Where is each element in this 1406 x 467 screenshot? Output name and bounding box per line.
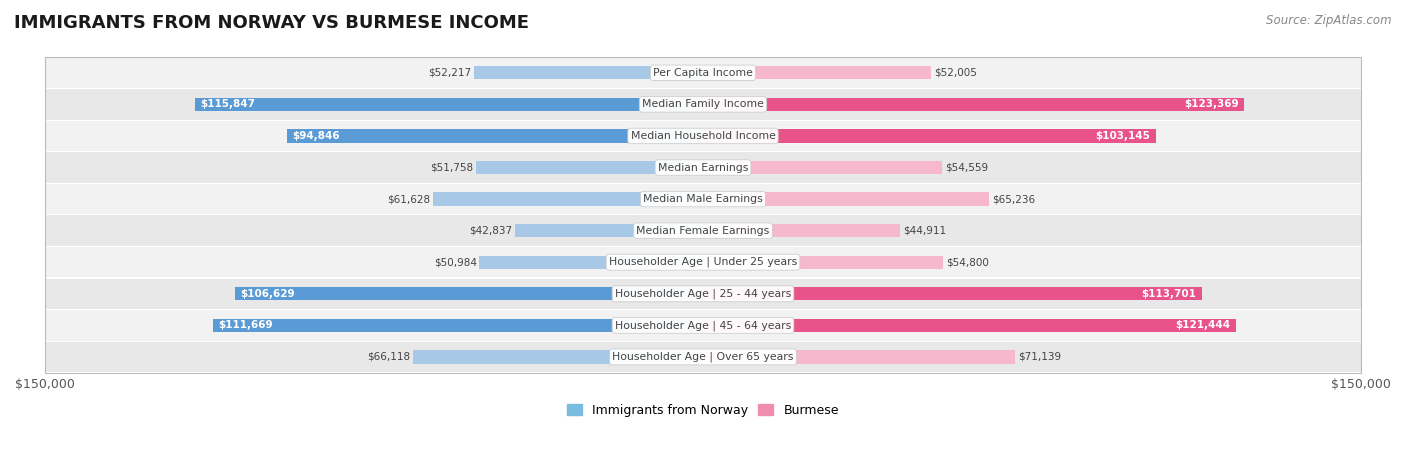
Bar — [413, 350, 703, 363]
Text: $115,847: $115,847 — [200, 99, 254, 109]
Bar — [703, 98, 1244, 111]
Bar — [703, 350, 1015, 363]
Bar — [45, 120, 1361, 151]
Text: $123,369: $123,369 — [1184, 99, 1239, 109]
Bar — [703, 224, 900, 237]
Bar — [703, 161, 942, 174]
Bar — [477, 161, 703, 174]
Text: $66,118: $66,118 — [367, 352, 411, 362]
Text: $54,800: $54,800 — [946, 257, 988, 267]
Bar — [45, 342, 1361, 372]
Bar — [703, 66, 931, 79]
Bar — [703, 318, 1236, 332]
Bar — [479, 255, 703, 269]
Bar — [474, 66, 703, 79]
Bar — [287, 129, 703, 142]
Text: $51,758: $51,758 — [430, 163, 474, 172]
Bar — [703, 129, 1156, 142]
Text: $94,846: $94,846 — [292, 131, 340, 141]
Text: Median Family Income: Median Family Income — [643, 99, 763, 109]
Bar — [45, 310, 1361, 340]
Text: Median Earnings: Median Earnings — [658, 163, 748, 172]
Text: $52,005: $52,005 — [934, 68, 977, 78]
Text: Householder Age | 25 - 44 years: Householder Age | 25 - 44 years — [614, 289, 792, 299]
Bar — [45, 215, 1361, 246]
Bar — [45, 152, 1361, 183]
Bar — [235, 287, 703, 300]
Text: IMMIGRANTS FROM NORWAY VS BURMESE INCOME: IMMIGRANTS FROM NORWAY VS BURMESE INCOME — [14, 14, 529, 32]
Text: $52,217: $52,217 — [429, 68, 471, 78]
Text: $65,236: $65,236 — [991, 194, 1035, 204]
Text: $106,629: $106,629 — [240, 289, 295, 299]
Bar — [703, 192, 990, 205]
Text: $61,628: $61,628 — [387, 194, 430, 204]
Text: $121,444: $121,444 — [1175, 320, 1230, 330]
Text: Householder Age | 45 - 64 years: Householder Age | 45 - 64 years — [614, 320, 792, 331]
Text: $50,984: $50,984 — [433, 257, 477, 267]
Text: Householder Age | Over 65 years: Householder Age | Over 65 years — [612, 352, 794, 362]
Legend: Immigrants from Norway, Burmese: Immigrants from Norway, Burmese — [567, 404, 839, 417]
Text: $103,145: $103,145 — [1095, 131, 1150, 141]
Bar — [703, 255, 943, 269]
Bar — [703, 287, 1202, 300]
Text: $111,669: $111,669 — [218, 320, 273, 330]
Bar — [195, 98, 703, 111]
Text: Householder Age | Under 25 years: Householder Age | Under 25 years — [609, 257, 797, 268]
Text: $71,139: $71,139 — [1018, 352, 1062, 362]
Bar — [45, 278, 1361, 309]
Bar — [45, 184, 1361, 214]
Bar — [45, 89, 1361, 120]
Bar — [45, 57, 1361, 88]
Text: $113,701: $113,701 — [1142, 289, 1197, 299]
Text: Median Male Earnings: Median Male Earnings — [643, 194, 763, 204]
Bar — [433, 192, 703, 205]
Text: Median Household Income: Median Household Income — [630, 131, 776, 141]
Text: Source: ZipAtlas.com: Source: ZipAtlas.com — [1267, 14, 1392, 27]
Text: Median Female Earnings: Median Female Earnings — [637, 226, 769, 236]
Bar — [45, 247, 1361, 277]
Bar — [214, 318, 703, 332]
Bar — [515, 224, 703, 237]
Text: $54,559: $54,559 — [945, 163, 988, 172]
Text: $44,911: $44,911 — [903, 226, 946, 236]
Text: $42,837: $42,837 — [470, 226, 512, 236]
Text: Per Capita Income: Per Capita Income — [652, 68, 754, 78]
